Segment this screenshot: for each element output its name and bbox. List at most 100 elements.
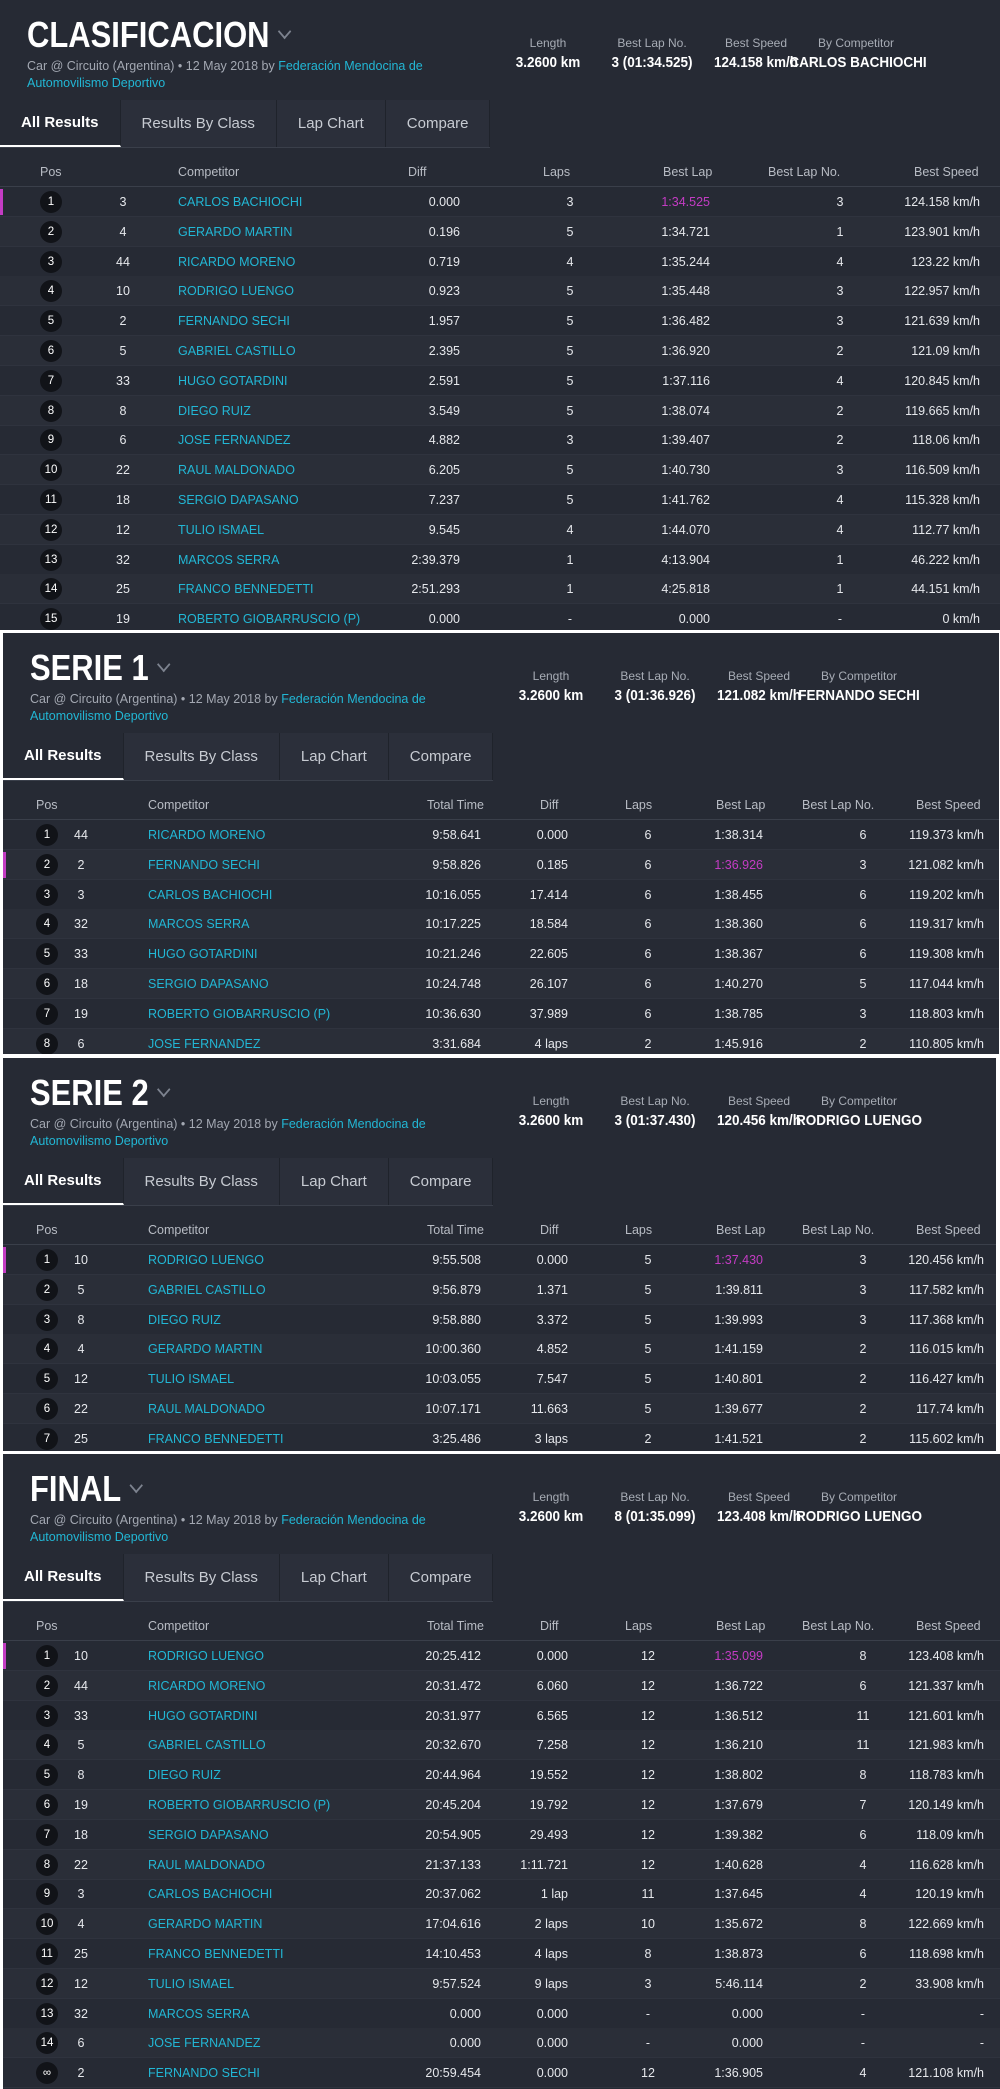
tab-lap-chart[interactable]: Lap Chart bbox=[279, 1158, 389, 1205]
table-row[interactable]: 7 25 FRANCO BENNEDETTI 3:25.486 3 laps 2 1:41.… bbox=[3, 1424, 996, 1451]
competitor-link[interactable]: RODRIGO LUENGO bbox=[178, 284, 294, 299]
competitor-link[interactable]: SERGIO DAPASANO bbox=[148, 1827, 269, 1842]
competitor-link[interactable]: ROBERTO GIOBARRUSCIO (P) bbox=[148, 1006, 331, 1021]
table-row[interactable]: 14 25 FRANCO BENNEDETTI 2:51.293 1 4:25.818 1 4… bbox=[0, 574, 1000, 605]
competitor-link[interactable]: GERARDO MARTIN bbox=[178, 224, 293, 239]
competitor-link[interactable]: RICARDO MORENO bbox=[148, 828, 266, 842]
table-row[interactable]: 2 5 GABRIEL CASTILLO 9:56.879 1.371 5 1:39.811… bbox=[3, 1274, 996, 1305]
competitor-link[interactable]: FRANCO BENNEDETTI bbox=[148, 1947, 284, 1961]
table-row[interactable]: 6 18 SERGIO DAPASANO 10:24.748 26.107 6 1:40.2… bbox=[3, 969, 999, 999]
table-row[interactable]: 4 10 RODRIGO LUENGO 0.923 5 1:35.448 3 122.957 … bbox=[0, 276, 1000, 307]
chevron-down-icon[interactable] bbox=[129, 1477, 143, 1494]
competitor-link[interactable]: SERGIO DAPASANO bbox=[148, 977, 269, 991]
competitor-link[interactable]: RODRIGO LUENGO bbox=[148, 1253, 264, 1267]
table-row[interactable]: 3 3 CARLOS BACHIOCHI 10:16.055 17.414 6 1:38.4… bbox=[3, 880, 999, 910]
competitor-link[interactable]: RICARDO MORENO bbox=[178, 254, 296, 269]
competitor-link[interactable]: FRANCO BENNEDETTI bbox=[148, 1431, 284, 1446]
chevron-down-icon[interactable] bbox=[277, 23, 292, 40]
competitor-link[interactable]: JOSE FERNANDEZ bbox=[148, 1036, 261, 1051]
table-row[interactable]: 10 22 RAUL MALDONADO 6.205 5 1:40.730 3 116.509… bbox=[0, 455, 1000, 486]
competitor-link[interactable]: MARCOS SERRA bbox=[148, 2006, 250, 2021]
table-row[interactable]: 2 4 GERARDO MARTIN 0.196 5 1:34.721 1 123.901 k… bbox=[0, 216, 1000, 247]
table-row[interactable]: 5 12 TULIO ISMAEL 10:03.055 7.547 5 1:40.801 2 1… bbox=[3, 1364, 996, 1395]
session-title[interactable]: CLASIFICACION bbox=[27, 14, 292, 56]
table-row[interactable]: 10 4 GERARDO MARTIN 17:04.616 2 laps 10 1:35.6… bbox=[3, 1909, 1000, 1940]
competitor-link[interactable]: CARLOS BACHIOCHI bbox=[148, 1887, 273, 1902]
competitor-link[interactable]: HUGO GOTARDINI bbox=[178, 373, 288, 388]
competitor-link[interactable]: SERGIO DAPASANO bbox=[178, 493, 299, 507]
table-row[interactable]: 7 33 HUGO GOTARDINI 2.591 5 1:37.116 4 120.845 … bbox=[0, 366, 1000, 396]
competitor-link[interactable]: CARLOS BACHIOCHI bbox=[148, 887, 273, 902]
tab-lap-chart[interactable]: Lap Chart bbox=[279, 733, 389, 780]
table-row[interactable]: 15 19 ROBERTO GIOBARRUSCIO (P) 0.000 - 0.000 -… bbox=[0, 604, 1000, 630]
chevron-down-icon[interactable] bbox=[157, 656, 171, 673]
table-row[interactable]: 3 33 HUGO GOTARDINI 20:31.977 6.565 12 1:36.51… bbox=[3, 1701, 1000, 1731]
competitor-link[interactable]: MARCOS SERRA bbox=[178, 552, 280, 567]
table-row[interactable]: 14 6 JOSE FERNANDEZ 0.000 0.000 - 0.000 - - bbox=[3, 2028, 1000, 2059]
table-row[interactable]: 12 12 TULIO ISMAEL 9:57.524 9 laps 3 5:46.114 2… bbox=[3, 1968, 1000, 1999]
tab-compare[interactable]: Compare bbox=[388, 733, 494, 780]
table-row[interactable]: 8 8 DIEGO RUIZ 3.549 5 1:38.074 2 119.665 km/h bbox=[0, 395, 1000, 426]
table-row[interactable]: 8 22 RAUL MALDONADO 21:37.133 1:11.721 12 1:40… bbox=[3, 1849, 1000, 1880]
tab-compare[interactable]: Compare bbox=[388, 1554, 494, 1601]
competitor-link[interactable]: CARLOS BACHIOCHI bbox=[178, 195, 303, 209]
table-row[interactable]: 7 18 SERGIO DAPASANO 20:54.905 29.493 12 1:39.… bbox=[3, 1820, 1000, 1850]
table-row[interactable]: ∞ 2 FERNANDO SECHI 20:59.454 0.000 12 1:36.905… bbox=[3, 2058, 1000, 2089]
competitor-link[interactable]: DIEGO RUIZ bbox=[178, 403, 251, 418]
table-row[interactable]: 6 22 RAUL MALDONADO 10:07.171 11.663 5 1:39.67… bbox=[3, 1394, 996, 1424]
table-row[interactable]: 1 10 RODRIGO LUENGO 20:25.412 0.000 12 1:35.09… bbox=[3, 1641, 1000, 1671]
competitor-link[interactable]: RICARDO MORENO bbox=[148, 1678, 266, 1693]
competitor-link[interactable]: RAUL MALDONADO bbox=[178, 463, 295, 478]
competitor-link[interactable]: GABRIEL CASTILLO bbox=[148, 1738, 266, 1753]
competitor-link[interactable]: TULIO ISMAEL bbox=[178, 522, 265, 537]
tab-all-results[interactable]: All Results bbox=[0, 100, 121, 147]
competitor-link[interactable]: ROBERTO GIOBARRUSCIO (P) bbox=[178, 612, 361, 627]
competitor-link[interactable]: GERARDO MARTIN bbox=[148, 1342, 263, 1357]
tab-all-results[interactable]: All Results bbox=[3, 733, 124, 780]
competitor-link[interactable]: RAUL MALDONADO bbox=[148, 1857, 265, 1872]
table-row[interactable]: 4 32 MARCOS SERRA 10:17.225 18.584 6 1:38.360 6… bbox=[3, 909, 999, 940]
competitor-link[interactable]: HUGO GOTARDINI bbox=[148, 1708, 258, 1723]
competitor-link[interactable]: TULIO ISMAEL bbox=[148, 1976, 235, 1991]
tab-compare[interactable]: Compare bbox=[385, 100, 491, 147]
table-row[interactable]: 4 5 GABRIEL CASTILLO 20:32.670 7.258 12 1:36.2… bbox=[3, 1730, 1000, 1761]
organizer-link[interactable]: Federación Mendocina de Automovilismo De… bbox=[27, 59, 423, 90]
tab-all-results[interactable]: All Results bbox=[3, 1158, 124, 1205]
competitor-link[interactable]: RODRIGO LUENGO bbox=[148, 1649, 264, 1663]
table-row[interactable]: 1 3 CARLOS BACHIOCHI 0.000 3 1:34.525 3 124.158… bbox=[0, 187, 1000, 217]
table-row[interactable]: 5 33 HUGO GOTARDINI 10:21.246 22.605 6 1:38.36… bbox=[3, 939, 999, 970]
table-row[interactable]: 9 6 JOSE FERNANDEZ 4.882 3 1:39.407 2 118.06 km… bbox=[0, 425, 1000, 456]
competitor-link[interactable]: DIEGO RUIZ bbox=[148, 1312, 221, 1327]
table-row[interactable]: 2 2 FERNANDO SECHI 9:58.826 0.185 6 1:36.926 3 1… bbox=[3, 849, 999, 880]
table-row[interactable]: 3 44 RICARDO MORENO 0.719 4 1:35.244 4 123.22 k… bbox=[0, 247, 1000, 277]
table-row[interactable]: 6 5 GABRIEL CASTILLO 2.395 5 1:36.920 2 121.09 … bbox=[0, 336, 1000, 366]
competitor-link[interactable]: RAUL MALDONADO bbox=[148, 1402, 265, 1416]
tab-results-by-class[interactable]: Results By Class bbox=[123, 1158, 280, 1205]
competitor-link[interactable]: GABRIEL CASTILLO bbox=[178, 344, 296, 358]
tab-all-results[interactable]: All Results bbox=[3, 1554, 124, 1601]
table-row[interactable]: 5 8 DIEGO RUIZ 20:44.964 19.552 12 1:38.802 8 11… bbox=[3, 1760, 1000, 1791]
session-title[interactable]: FINAL bbox=[30, 1468, 143, 1510]
table-row[interactable]: 1 10 RODRIGO LUENGO 9:55.508 0.000 5 1:37.430 3… bbox=[3, 1245, 996, 1275]
session-title[interactable]: SERIE 1 bbox=[30, 647, 171, 689]
table-row[interactable]: 1 44 RICARDO MORENO 9:58.641 0.000 6 1:38.314 6… bbox=[3, 820, 999, 850]
competitor-link[interactable]: FERNANDO SECHI bbox=[178, 314, 290, 329]
organizer-link[interactable]: Federación Mendocina de Automovilismo De… bbox=[30, 692, 426, 723]
table-row[interactable]: 8 6 JOSE FERNANDEZ 3:31.684 4 laps 2 1:45.916 2… bbox=[3, 1028, 999, 1054]
table-row[interactable]: 7 19 ROBERTO GIOBARRUSCIO (P) 10:36.630 37.9… bbox=[3, 999, 999, 1029]
table-row[interactable]: 11 18 SERGIO DAPASANO 7.237 5 1:41.762 4 115.32… bbox=[0, 485, 1000, 515]
competitor-link[interactable]: GERARDO MARTIN bbox=[148, 1917, 263, 1932]
competitor-link[interactable]: GABRIEL CASTILLO bbox=[148, 1282, 266, 1297]
competitor-link[interactable]: FERNANDO SECHI bbox=[148, 2066, 260, 2081]
competitor-link[interactable]: JOSE FERNANDEZ bbox=[148, 2036, 261, 2051]
tab-lap-chart[interactable]: Lap Chart bbox=[279, 1554, 389, 1601]
table-row[interactable]: 2 44 RICARDO MORENO 20:31.472 6.060 12 1:36.72… bbox=[3, 1670, 1000, 1701]
organizer-link[interactable]: Federación Mendocina de Automovilismo De… bbox=[30, 1513, 426, 1544]
table-row[interactable]: 3 8 DIEGO RUIZ 9:58.880 3.372 5 1:39.993 3 117.3… bbox=[3, 1305, 996, 1335]
table-row[interactable]: 6 19 ROBERTO GIOBARRUSCIO (P) 20:45.204 19.7… bbox=[3, 1790, 1000, 1820]
table-row[interactable]: 11 25 FRANCO BENNEDETTI 14:10.453 4 laps 8 1:3… bbox=[3, 1939, 1000, 1969]
tab-compare[interactable]: Compare bbox=[388, 1158, 494, 1205]
tab-results-by-class[interactable]: Results By Class bbox=[123, 733, 280, 780]
table-row[interactable]: 4 4 GERARDO MARTIN 10:00.360 4.852 5 1:41.159 2… bbox=[3, 1334, 996, 1365]
table-row[interactable]: 13 32 MARCOS SERRA 0.000 0.000 - 0.000 - - bbox=[3, 1999, 1000, 2029]
